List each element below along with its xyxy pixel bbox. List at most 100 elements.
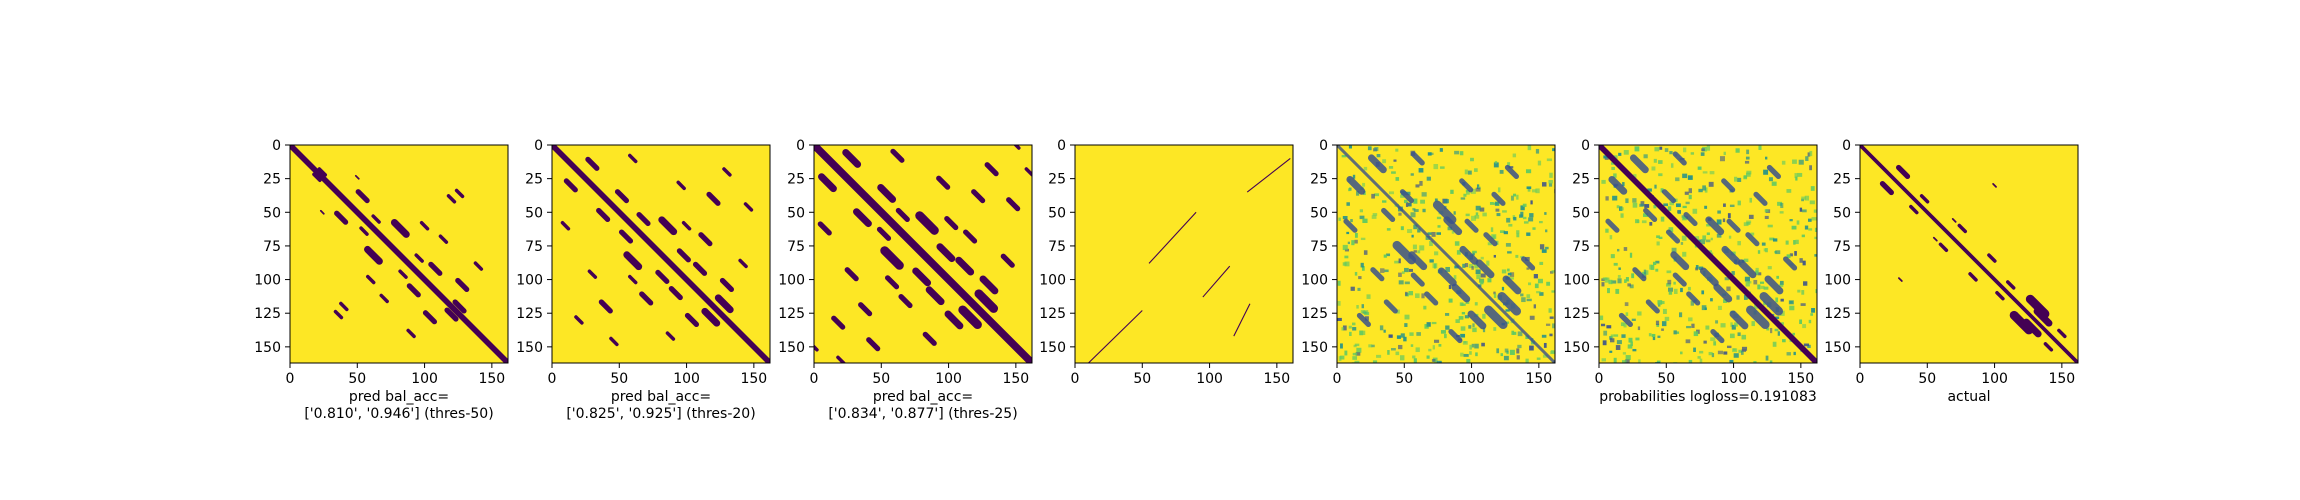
prob-cell (1662, 308, 1667, 314)
prob-cell (1475, 352, 1478, 357)
contact-band (714, 294, 734, 314)
prob-cell (1366, 294, 1371, 299)
y-tick-label: 50 (263, 205, 281, 221)
contact-band (560, 221, 571, 231)
prob-cell (1654, 147, 1660, 152)
contact-band (1721, 245, 1741, 265)
contact-band (701, 307, 721, 327)
contact-band (1672, 151, 1687, 166)
prob-cell (1735, 148, 1740, 153)
prob-cell (1342, 325, 1347, 331)
prob-cell (1428, 348, 1432, 352)
contact-band (1672, 272, 1687, 287)
prob-cell (1620, 207, 1624, 211)
prob-cell (1395, 148, 1399, 152)
contact-band (406, 283, 421, 298)
prob-cell (1763, 286, 1769, 290)
prob-cell (1713, 341, 1717, 346)
prob-cell (1805, 156, 1809, 161)
y-tick-label: 50 (1048, 205, 1066, 221)
prob-cell (1413, 209, 1419, 212)
prob-cell (1810, 186, 1815, 191)
contact-band (1745, 232, 1760, 247)
contact-band (1951, 218, 1957, 223)
prob-cell (1344, 350, 1348, 356)
prob-cell (1384, 269, 1389, 273)
prob-cell (1737, 177, 1742, 182)
y-tick-label: 125 (1039, 306, 1066, 322)
panel-5: 0 50 100 150 0 25 50 75 100 125 150 (1301, 138, 1556, 387)
prob-cell (1470, 188, 1476, 194)
prob-cell (1549, 316, 1554, 319)
prob-cell (1814, 236, 1817, 240)
prob-cell (1437, 225, 1441, 228)
axes-frame (551, 144, 771, 364)
prob-cell (1705, 239, 1711, 243)
contact-band (1484, 305, 1508, 330)
prob-cell (1610, 334, 1614, 338)
prob-cell (1779, 280, 1784, 286)
prob-cell (1795, 176, 1798, 181)
contact-band (944, 310, 964, 330)
prob-cell (1474, 214, 1480, 219)
prob-cell (1408, 268, 1413, 272)
contact-band (473, 261, 484, 271)
prob-cell (1737, 241, 1741, 246)
y-tick-label: 25 (263, 172, 281, 188)
prob-cell (1362, 218, 1368, 224)
contact-band (1424, 291, 1439, 306)
x-label-line-2: ['0.834', '0.877'] (thres-25) (828, 406, 1017, 422)
prob-cell (1404, 267, 1409, 273)
prob-cell (1754, 304, 1759, 309)
prob-cell (1683, 147, 1687, 153)
prob-cell (1729, 204, 1735, 208)
x-tick-label: 0 (1333, 371, 1342, 387)
prob-cell (1470, 157, 1474, 162)
contact-band (1521, 256, 1536, 271)
prob-cell (1780, 298, 1784, 302)
prob-cell (1701, 290, 1705, 295)
prob-cell (1360, 310, 1365, 314)
contact-band (1346, 175, 1366, 195)
prob-cell (1352, 356, 1358, 360)
contact-band (339, 301, 349, 312)
contact-band (1504, 164, 1520, 179)
prob-cell (1474, 168, 1478, 172)
prob-cell (1348, 188, 1351, 192)
prob-cell (1551, 270, 1555, 273)
prob-cell (1438, 344, 1442, 347)
x-tick-label: 0 (1595, 371, 1604, 387)
prob-cell (1493, 327, 1497, 331)
contact-band (1448, 329, 1463, 344)
prob-cell (1675, 177, 1680, 182)
prob-cell (1475, 187, 1481, 192)
prob-cell (1337, 317, 1342, 321)
y-tick-label: 100 (1563, 273, 1590, 289)
prob-cell (1499, 169, 1504, 174)
prob-cell (1658, 236, 1663, 239)
prob-cell (1729, 359, 1734, 363)
prob-cell (1447, 226, 1453, 231)
prob-cell (1348, 145, 1352, 149)
prob-cell (1529, 315, 1535, 320)
prob-cell (1809, 200, 1815, 205)
prob-cell (1666, 270, 1672, 274)
prob-cell (1337, 280, 1341, 286)
prob-cell (1350, 219, 1353, 223)
prob-cell (1463, 193, 1467, 197)
prob-cell (1643, 269, 1647, 275)
prob-cell (1464, 169, 1468, 175)
prob-cell (1797, 172, 1803, 177)
x-label-line-1: actual (1947, 389, 1990, 405)
contact-band (1645, 299, 1660, 314)
contact-band (1957, 223, 1967, 234)
prob-cell (1637, 326, 1641, 331)
prob-cell (1782, 339, 1786, 343)
contact-band (925, 286, 945, 306)
prob-cell (1776, 275, 1780, 279)
prob-cell (1814, 227, 1817, 232)
prob-cell (1496, 213, 1501, 217)
prob-cell (1526, 298, 1532, 302)
prob-cell (1631, 273, 1635, 279)
